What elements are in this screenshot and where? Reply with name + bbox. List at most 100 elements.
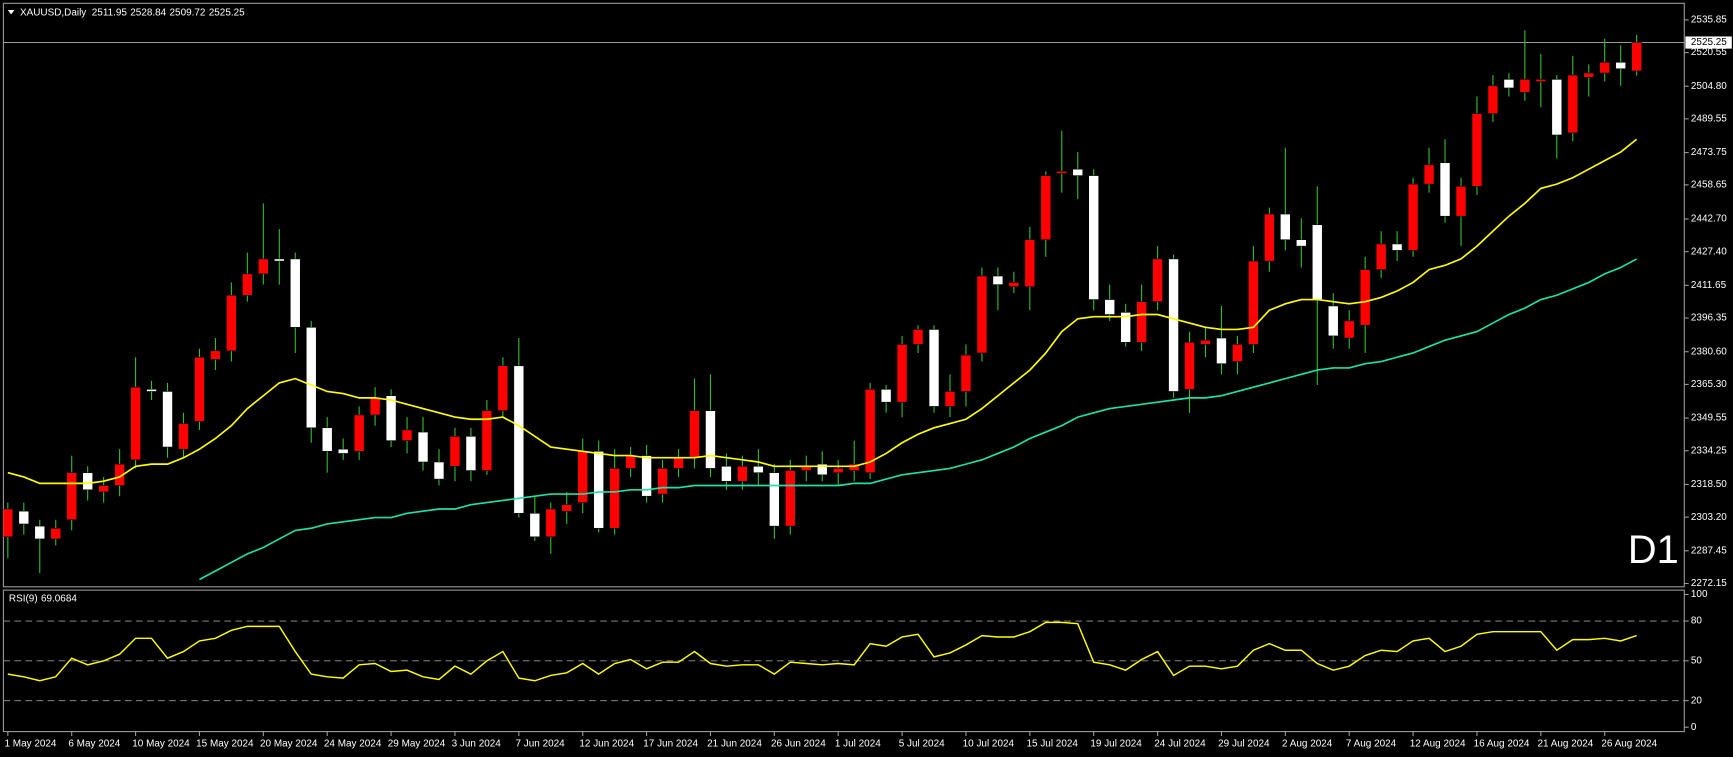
candle-body xyxy=(1232,344,1243,362)
candle-body xyxy=(1088,175,1099,300)
x-tick-label: 17 Jun 2024 xyxy=(643,738,698,749)
y-tick-label: 50 xyxy=(1691,655,1703,666)
candle-body xyxy=(1264,213,1275,262)
candle-body xyxy=(1104,299,1115,315)
candle-body xyxy=(226,295,237,352)
x-tick-label: 21 Aug 2024 xyxy=(1538,738,1594,749)
x-tick-label: 12 Aug 2024 xyxy=(1410,738,1466,749)
candle-body xyxy=(162,391,173,448)
candle-body xyxy=(130,386,141,461)
menu-triangle[interactable] xyxy=(7,9,15,15)
candle-body xyxy=(657,468,668,495)
candle-body xyxy=(1391,243,1403,251)
x-tick-label: 24 Jul 2024 xyxy=(1154,738,1206,749)
y-tick-label: 2427.40 xyxy=(1691,246,1727,257)
y-tick-label: 2287.45 xyxy=(1691,545,1727,556)
candle-body xyxy=(944,391,956,407)
y-tick-label: 2520.55 xyxy=(1691,47,1727,58)
candle-body xyxy=(98,485,109,493)
candle-body xyxy=(1407,183,1419,251)
candle-body xyxy=(401,429,413,441)
candle-body xyxy=(976,275,988,354)
candle-body xyxy=(1519,79,1531,93)
candle-body xyxy=(593,451,604,529)
candle-body xyxy=(753,465,764,473)
candle-body xyxy=(465,436,477,471)
x-tick-label: 29 May 2024 xyxy=(388,738,446,749)
x-tick-label: 12 Jun 2024 xyxy=(579,738,634,749)
candle-body xyxy=(210,350,221,360)
x-tick-label: 10 Jul 2024 xyxy=(963,738,1015,749)
candle-body xyxy=(1216,337,1227,364)
y-tick-label: 20 xyxy=(1691,695,1703,706)
x-tick-label: 21 Jun 2024 xyxy=(707,738,762,749)
candle-body xyxy=(1312,224,1323,300)
candle-body xyxy=(529,513,541,538)
candle-body xyxy=(1056,171,1068,174)
candle-body xyxy=(785,470,796,527)
moving-average xyxy=(7,138,1638,485)
rsi-plot xyxy=(3,620,1685,702)
candle-body xyxy=(577,451,588,503)
candle-body xyxy=(274,258,285,262)
candle-body xyxy=(928,329,940,407)
y-tick-label: 2411.65 xyxy=(1691,280,1727,291)
candle-body xyxy=(513,365,525,514)
candle-body xyxy=(1359,269,1371,326)
candle-body xyxy=(1008,282,1020,288)
candle-body xyxy=(561,504,572,512)
candle-body xyxy=(1599,62,1610,74)
candle-body xyxy=(321,427,333,452)
candle-body xyxy=(369,397,381,416)
candle-body xyxy=(737,465,748,482)
moving-average xyxy=(199,258,1638,581)
candle-body xyxy=(481,410,493,471)
y-tick-label: 0 xyxy=(1691,722,1697,733)
x-tick-label: 26 Aug 2024 xyxy=(1601,738,1657,749)
x-tick-label: 2 Aug 2024 xyxy=(1282,738,1333,749)
candle-body xyxy=(641,455,652,497)
rsi-title: RSI(9) xyxy=(9,593,38,604)
candle-body xyxy=(1503,79,1515,89)
x-tick-label: 24 May 2024 xyxy=(324,738,382,749)
candle-body xyxy=(178,423,189,450)
candle-body xyxy=(242,273,253,296)
header: XAUUSD,Daily 2511.95 2528.84 2509.72 2525.25 xyxy=(20,7,245,18)
x-tick-label: 16 Aug 2024 xyxy=(1474,738,1530,749)
candle-body xyxy=(146,389,157,392)
x-tick-label: 7 Aug 2024 xyxy=(1346,738,1397,749)
candle-body xyxy=(1343,320,1355,339)
candle-body xyxy=(497,365,509,411)
y-tick-label: 2303.20 xyxy=(1691,512,1727,523)
y-tick-label: 2380.60 xyxy=(1691,346,1727,357)
candle-body xyxy=(1535,79,1547,82)
x-tick-label: 20 May 2024 xyxy=(260,738,318,749)
candle-body xyxy=(1551,79,1563,136)
candle-body xyxy=(992,275,1004,285)
y-tick-label: 2458.65 xyxy=(1691,180,1727,191)
x-tick-label: 19 Jul 2024 xyxy=(1090,738,1142,749)
candle-body xyxy=(1455,185,1467,217)
candle-body xyxy=(18,510,30,525)
y-tick-label: 2272.15 xyxy=(1691,578,1727,589)
x-tick-label: 6 May 2024 xyxy=(68,738,120,749)
candle-body xyxy=(545,508,557,538)
candle-body xyxy=(82,472,93,491)
y-tick-label: 2442.70 xyxy=(1691,214,1727,225)
candle-body xyxy=(609,468,620,529)
candle-body xyxy=(721,465,732,482)
candle-body xyxy=(1072,168,1083,176)
x-tick-label: 15 May 2024 xyxy=(196,738,254,749)
candle-body xyxy=(1567,74,1579,134)
y-tick-label: 2396.35 xyxy=(1691,313,1727,324)
x-tick-label: 5 Jul 2024 xyxy=(899,738,945,749)
candle-body xyxy=(114,463,125,486)
y-tick-label: 2473.75 xyxy=(1691,147,1727,158)
candle-body xyxy=(1471,113,1483,187)
candle-body xyxy=(449,436,461,467)
candle-body xyxy=(433,461,445,480)
candle-body xyxy=(1184,342,1195,390)
candle-body xyxy=(1152,258,1163,302)
